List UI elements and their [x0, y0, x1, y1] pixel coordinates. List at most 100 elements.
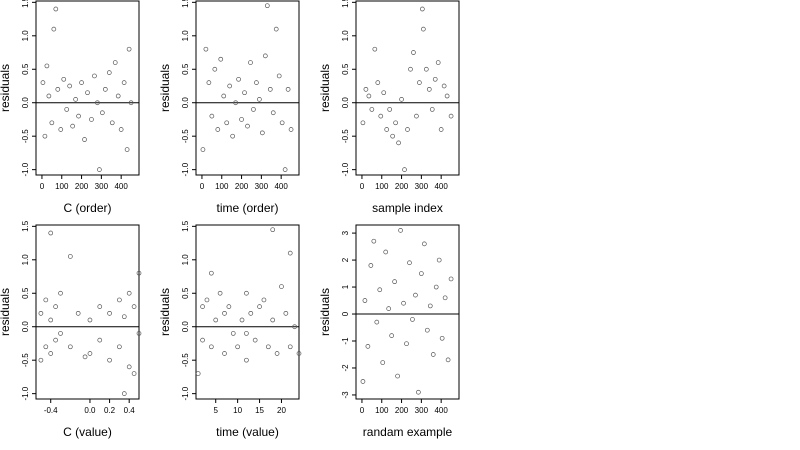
y-tick-label: -1.0 — [21, 386, 30, 400]
point — [239, 317, 245, 323]
point — [121, 391, 127, 396]
point — [76, 113, 81, 119]
point — [97, 304, 103, 309]
point — [227, 83, 233, 89]
point — [381, 90, 387, 96]
y-tick-label: 1.0 — [181, 30, 190, 42]
point — [414, 113, 419, 119]
point — [245, 123, 250, 129]
x-axis-label: randam example — [363, 425, 453, 439]
point — [136, 331, 142, 336]
point — [426, 86, 432, 92]
point — [270, 110, 276, 116]
point — [395, 373, 400, 379]
plot-frame — [195, 224, 300, 400]
x-tick-label: 100 — [55, 182, 69, 191]
point — [371, 238, 377, 244]
point — [419, 271, 424, 276]
point — [270, 317, 276, 323]
point — [200, 337, 205, 343]
y-tick-label: 0.5 — [181, 287, 190, 299]
point — [235, 344, 240, 350]
point — [416, 389, 421, 395]
point — [438, 127, 444, 132]
point — [372, 46, 378, 52]
y-tick-label: 1.0 — [341, 30, 350, 42]
point — [273, 26, 279, 32]
point — [254, 80, 259, 85]
point — [126, 364, 132, 370]
point — [131, 304, 137, 309]
point — [386, 306, 392, 311]
y-tick-label: -0.5 — [181, 129, 190, 143]
y-tick-label: 0.0 — [341, 97, 350, 109]
plot-frame — [195, 0, 300, 176]
point — [82, 354, 88, 360]
point — [380, 360, 386, 365]
point — [38, 357, 44, 363]
y-axis-label: residuals — [158, 64, 172, 112]
plot-frame — [355, 224, 460, 400]
point — [73, 97, 78, 102]
point — [233, 100, 238, 106]
point — [282, 167, 288, 172]
y-tick-label: 1.5 — [181, 220, 190, 232]
x-tick-label: 400 — [114, 182, 128, 191]
y-tick-label: 3 — [341, 230, 350, 235]
point — [226, 304, 232, 309]
point — [287, 250, 293, 256]
point — [363, 86, 369, 92]
point — [252, 337, 258, 343]
x-tick-label: 0.4 — [124, 406, 136, 415]
point — [445, 357, 451, 363]
point — [117, 297, 122, 303]
point — [429, 107, 435, 112]
point — [221, 93, 227, 99]
y-tick-label: 0.0 — [181, 321, 190, 333]
point — [46, 93, 52, 99]
point — [260, 130, 265, 136]
point — [444, 93, 450, 99]
point — [402, 167, 407, 172]
x-tick-label: 200 — [395, 182, 409, 191]
point — [121, 80, 127, 85]
x-tick-label: 300 — [255, 182, 269, 191]
point — [401, 300, 406, 306]
point — [287, 344, 293, 350]
point — [283, 310, 289, 316]
point — [67, 83, 73, 89]
point — [427, 303, 433, 309]
point — [51, 26, 57, 32]
point — [383, 249, 389, 255]
point — [208, 270, 214, 276]
point — [248, 60, 253, 65]
point — [43, 344, 49, 350]
point — [107, 357, 112, 363]
y-tick-label: 2 — [341, 257, 350, 262]
point — [42, 133, 48, 139]
point — [257, 97, 262, 102]
point — [82, 137, 87, 142]
y-axis-label: residuals — [0, 64, 12, 112]
point — [115, 93, 121, 99]
point — [95, 100, 100, 106]
y-axis-label: residuals — [158, 288, 172, 336]
point — [296, 351, 302, 356]
point — [200, 147, 206, 152]
point — [38, 310, 44, 316]
x-tick-label: 5 — [213, 406, 218, 415]
point — [44, 63, 50, 69]
y-tick-label: 0.5 — [21, 63, 30, 75]
x-tick-label: 300 — [415, 182, 429, 191]
point — [53, 337, 58, 343]
point — [70, 123, 75, 129]
point — [106, 70, 112, 75]
x-tick-label: 100 — [375, 406, 389, 415]
point — [215, 127, 221, 132]
y-tick-label: 1.0 — [21, 30, 30, 42]
point — [97, 167, 102, 172]
y-tick-label: 1.5 — [21, 0, 30, 8]
point — [75, 310, 81, 316]
point — [126, 290, 132, 296]
point — [264, 3, 270, 9]
